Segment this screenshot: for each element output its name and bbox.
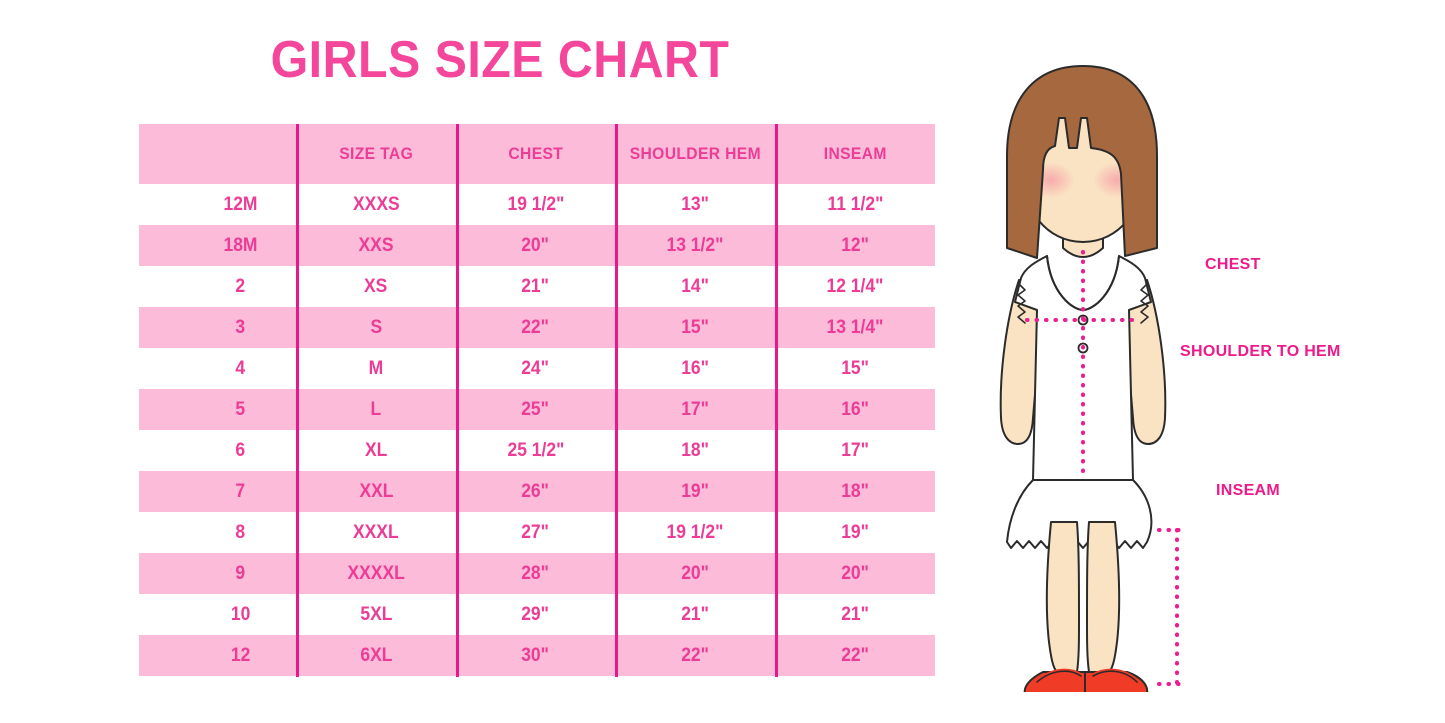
table-cell: 22": [841, 644, 869, 666]
shoulder-to-hem-measure-label: SHOULDER TO HEM: [1180, 343, 1341, 360]
table-cell: 13 1/4": [826, 316, 884, 338]
table-cell: 21": [521, 275, 550, 297]
table-cell: XXXL: [353, 521, 399, 543]
table-cell: 12": [841, 234, 869, 256]
skirt: [1006, 479, 1153, 549]
table-cell: 22": [681, 644, 709, 666]
table-cell: 10: [230, 603, 251, 625]
table-cell: 17": [681, 398, 709, 420]
leg-left: [1045, 521, 1080, 673]
column-header-4: INSEAM: [823, 144, 887, 163]
column-divider-2: [456, 124, 459, 677]
table-cell: 24": [521, 357, 550, 379]
table-cell: 30": [521, 644, 550, 666]
table-cell: 18": [841, 480, 869, 502]
table-cell: 18": [681, 439, 709, 461]
table-cell: 6XL: [359, 644, 393, 666]
table-cell: 20": [521, 234, 550, 256]
table-cell: 12M: [223, 193, 258, 215]
table-cell: XS: [364, 275, 388, 297]
column-divider-1: [296, 124, 299, 677]
size-chart-table: SIZE TAG CHEST SHOULDER HEM INSEAM 12M XXXS 19…: [139, 124, 935, 677]
table-cell: 9: [235, 562, 246, 584]
table-row: 6 XL 25 1/2" 18" 17": [139, 430, 935, 471]
column-divider-4: [775, 124, 778, 677]
table-cell: 20": [681, 562, 709, 584]
table-cell: 16": [841, 398, 869, 420]
column-header-1: SIZE TAG: [339, 144, 413, 163]
table-row: 18M XXS 20" 13 1/2" 12": [139, 225, 935, 266]
table-cell: 14": [681, 275, 709, 297]
table-row: 4 M 24" 16" 15": [139, 348, 935, 389]
table-row: 12M XXXS 19 1/2" 13" 11 1/2": [139, 184, 935, 225]
table-cell: 12 1/4": [826, 275, 884, 297]
chest-measure-label: CHEST: [1205, 256, 1261, 273]
table-cell: 7: [235, 480, 246, 502]
table-cell: 20": [841, 562, 869, 584]
table-cell: 19": [841, 521, 869, 543]
table-cell: 25 1/2": [507, 439, 564, 461]
table-cell: 2: [235, 275, 246, 297]
table-row: 7 XXL 26" 19" 18": [139, 471, 935, 512]
table-cell: 12: [230, 644, 251, 666]
table-cell: XXXXL: [347, 562, 405, 584]
table-cell: 18M: [223, 234, 258, 256]
leg-right: [1086, 521, 1121, 673]
table-row: 9 XXXXL 28" 20" 20": [139, 553, 935, 594]
column-header-2: CHEST: [508, 144, 563, 163]
table-cell: 28": [521, 562, 550, 584]
table-cell: 22": [521, 316, 550, 338]
table-row: 2 XS 21" 14" 12 1/4": [139, 266, 935, 307]
table-cell: M: [368, 357, 384, 379]
table-header-row: SIZE TAG CHEST SHOULDER HEM INSEAM: [139, 124, 935, 184]
table-row: 12 6XL 30" 22" 22": [139, 635, 935, 676]
table-cell: 26": [521, 480, 550, 502]
table-cell: 19 1/2": [666, 521, 724, 543]
table-cell: 21": [681, 603, 709, 625]
table-cell: 19": [681, 480, 709, 502]
table-cell: XXS: [358, 234, 394, 256]
column-divider-3: [615, 124, 618, 677]
inseam-guide: [1157, 528, 1187, 686]
table-row: 8 XXXL 27" 19 1/2" 19": [139, 512, 935, 553]
table-cell: 15": [681, 316, 709, 338]
table-cell: 5XL: [359, 603, 393, 625]
column-header-0: [139, 124, 296, 184]
table-cell: 11 1/2": [827, 193, 883, 215]
ruffle-left: [1017, 283, 1026, 324]
table-cell: 16": [681, 357, 709, 379]
table-cell: 27": [521, 521, 550, 543]
table-cell: XL: [364, 439, 388, 461]
table-cell: 13": [681, 193, 709, 215]
table-cell: 29": [521, 603, 550, 625]
table-cell: L: [370, 398, 382, 420]
table-cell: 13 1/2": [666, 234, 724, 256]
table-cell: 17": [841, 439, 869, 461]
table-cell: 8: [235, 521, 246, 543]
hair: [1006, 65, 1158, 259]
table-row: 5 L 25" 17" 16": [139, 389, 935, 430]
column-header-3: SHOULDER HEM: [629, 144, 761, 163]
table-cell: S: [370, 316, 382, 338]
table-cell: 5: [235, 398, 246, 420]
table-cell: 3: [235, 316, 246, 338]
girl-figure-illustration: [985, 52, 1445, 692]
table-cell: 25": [521, 398, 550, 420]
page-title: GIRLS SIZE CHART: [270, 31, 730, 89]
table-cell: 19 1/2": [507, 193, 564, 215]
table-row: 3 S 22" 15" 13 1/4": [139, 307, 935, 348]
ruffle-right: [1140, 283, 1149, 324]
table-cell: 15": [841, 357, 869, 379]
table-row: 10 5XL 29" 21" 21": [139, 594, 935, 635]
table-cell: 21": [841, 603, 869, 625]
table-cell: XXL: [358, 480, 393, 502]
inseam-measure-label: INSEAM: [1216, 482, 1281, 499]
table-cell: 6: [235, 439, 246, 461]
table-cell: 4: [235, 357, 246, 379]
table-cell: XXXS: [352, 193, 400, 215]
